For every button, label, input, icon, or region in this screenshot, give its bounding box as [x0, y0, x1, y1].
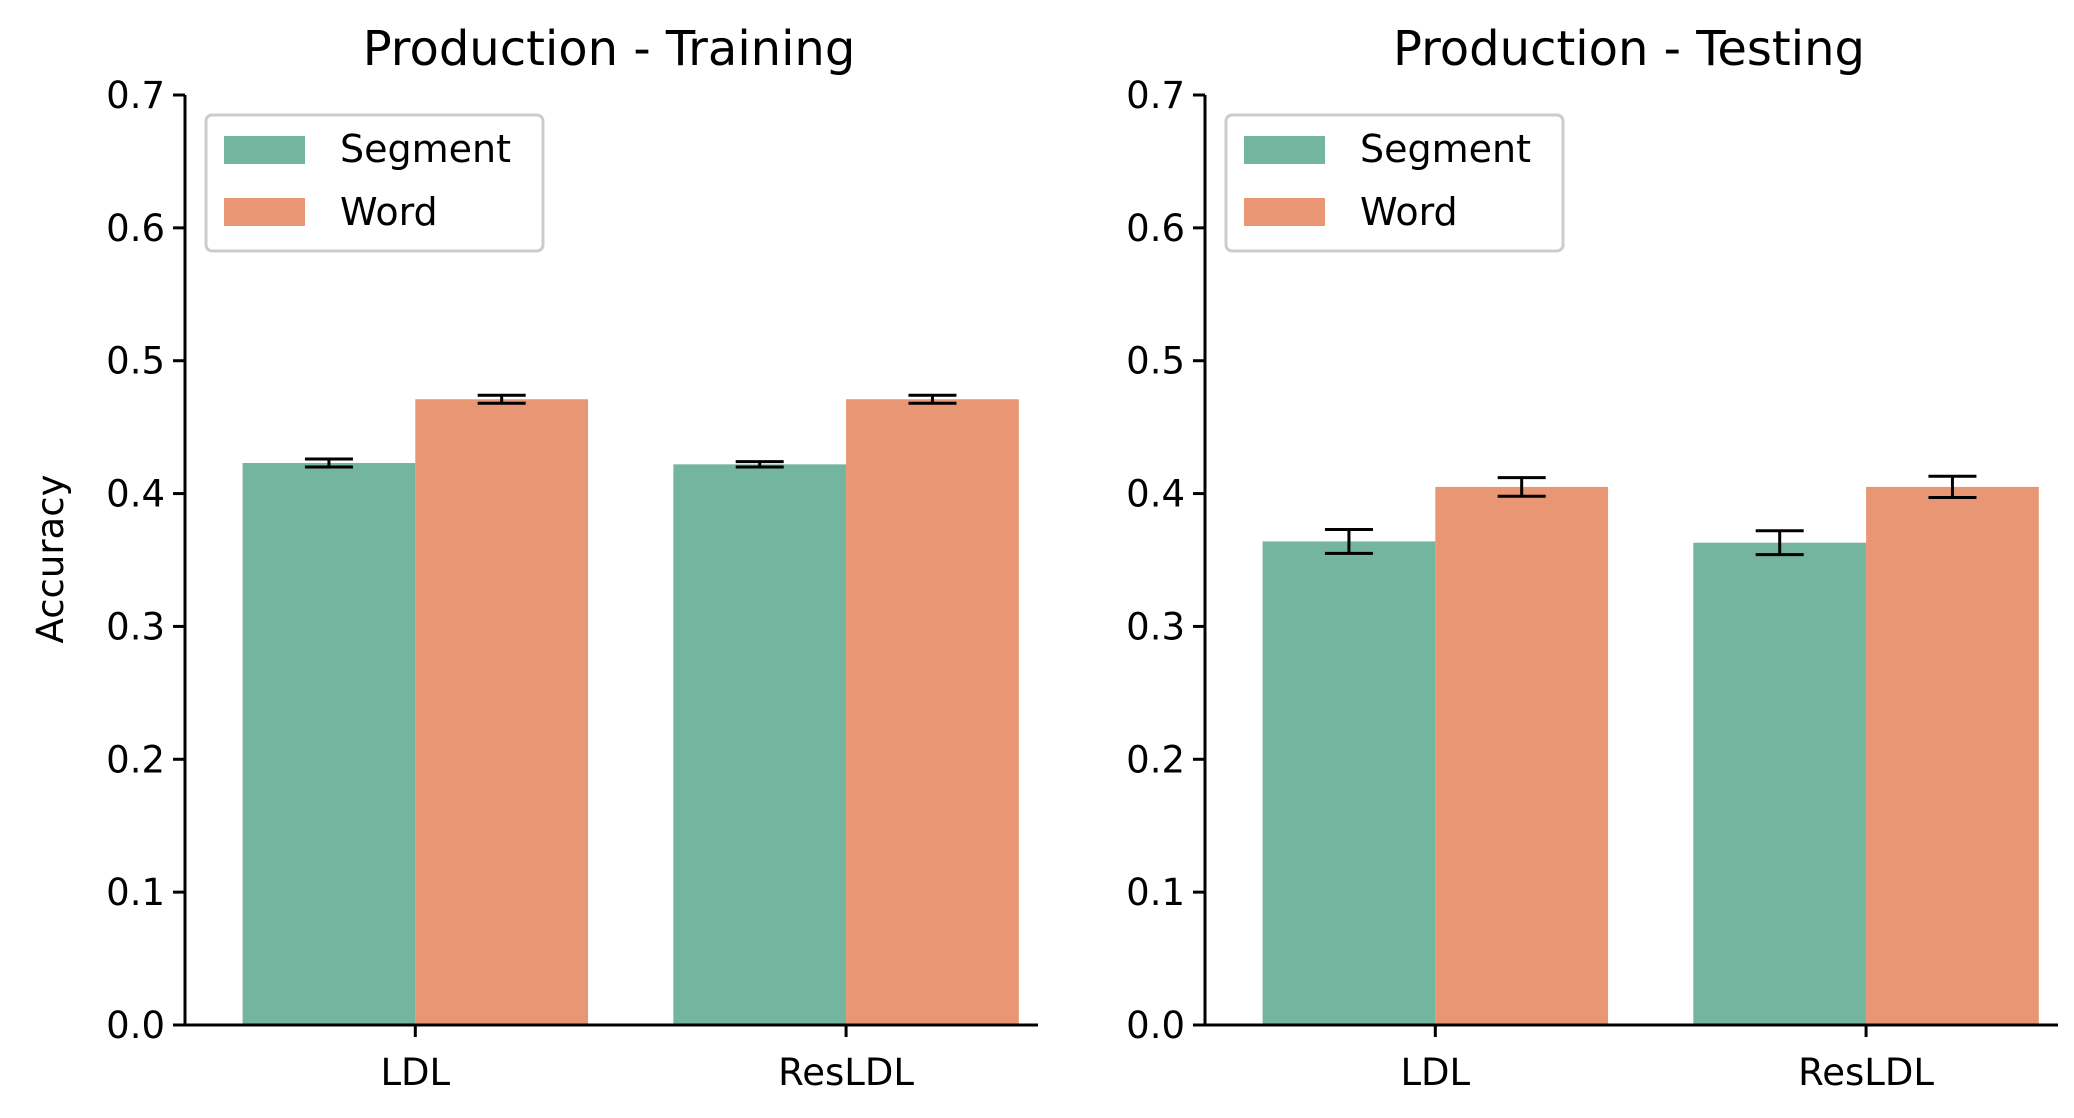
- legend-swatch-segment: [224, 136, 305, 164]
- legend-swatch-segment: [1244, 136, 1325, 164]
- bar-segment-resldl: [1693, 542, 1867, 1025]
- y-tick-label: 0.1: [106, 871, 165, 914]
- legend: Segment Word: [204, 113, 545, 253]
- bars: [1262, 486, 2039, 1025]
- bars: [242, 399, 1019, 1025]
- y-tick-label: 0.6: [106, 207, 165, 250]
- x-ticks: LDL ResLDL: [1400, 1025, 1934, 1094]
- bar-word-ldl: [1435, 486, 1609, 1025]
- x-tick-label-ldl: LDL: [1400, 1051, 1470, 1094]
- y-tick-label: 0.4: [1126, 473, 1185, 516]
- legend: Segment Word: [1224, 113, 1565, 253]
- panel-production-testing: Production - Testing 0.00.10.20.30.40.50…: [1126, 21, 2058, 1094]
- legend-label-segment: Segment: [1360, 127, 1531, 171]
- y-tick-label: 0.3: [106, 605, 165, 648]
- bar-word-ldl: [415, 399, 589, 1025]
- x-tick-label-resldl: ResLDL: [1798, 1051, 1934, 1094]
- bar-segment-resldl: [673, 464, 847, 1025]
- y-tick-label: 0.1: [1126, 871, 1185, 914]
- bar-segment-ldl: [1262, 541, 1436, 1025]
- legend-label-word: Word: [340, 190, 438, 234]
- x-tick-label-ldl: LDL: [380, 1051, 450, 1094]
- bar-word-resldl: [846, 399, 1019, 1025]
- x-ticks: LDL ResLDL: [380, 1025, 914, 1094]
- legend-label-segment: Segment: [340, 127, 511, 171]
- error-bars: [304, 393, 957, 469]
- y-tick-label: 0.4: [106, 473, 165, 516]
- y-axis-label: Accuracy: [29, 475, 72, 644]
- y-ticks: 0.0 0.1 0.2 0.3 0.4 0.5 0.6 0.7: [106, 74, 185, 1047]
- y-tick-label: 0.7: [106, 74, 165, 117]
- bar-word-resldl: [1866, 486, 2039, 1025]
- y-tick-label: 0.7: [1126, 74, 1185, 117]
- panel-production-training: Production - Training Accuracy 0.0 0.1 0.2…: [29, 21, 1038, 1094]
- legend-swatch-word: [1244, 198, 1325, 226]
- legend-swatch-word: [224, 198, 305, 226]
- y-tick-label: 0.6: [1126, 207, 1185, 250]
- axes: [183, 95, 1038, 1027]
- y-tick-label: 0.5: [106, 340, 165, 383]
- y-tick-label: 0.5: [1126, 340, 1185, 383]
- chart-title: Production - Training: [363, 21, 856, 77]
- y-tick-label: 0.0: [1126, 1004, 1185, 1047]
- x-tick-label-resldl: ResLDL: [778, 1051, 914, 1094]
- bar-segment-ldl: [242, 463, 416, 1025]
- chart-title: Production - Testing: [1393, 21, 1865, 77]
- y-tick-label: 0.2: [106, 738, 165, 781]
- y-tick-label: 0.0: [106, 1004, 165, 1047]
- axes: [1203, 95, 2058, 1027]
- legend-label-word: Word: [1360, 190, 1458, 234]
- y-tick-label: 0.2: [1126, 738, 1185, 781]
- error-bars: [1324, 474, 1977, 557]
- y-tick-label: 0.3: [1126, 605, 1185, 648]
- y-ticks: 0.0 0.1 0.2 0.3 0.4 0.5 0.6 0.7: [1126, 74, 1205, 1047]
